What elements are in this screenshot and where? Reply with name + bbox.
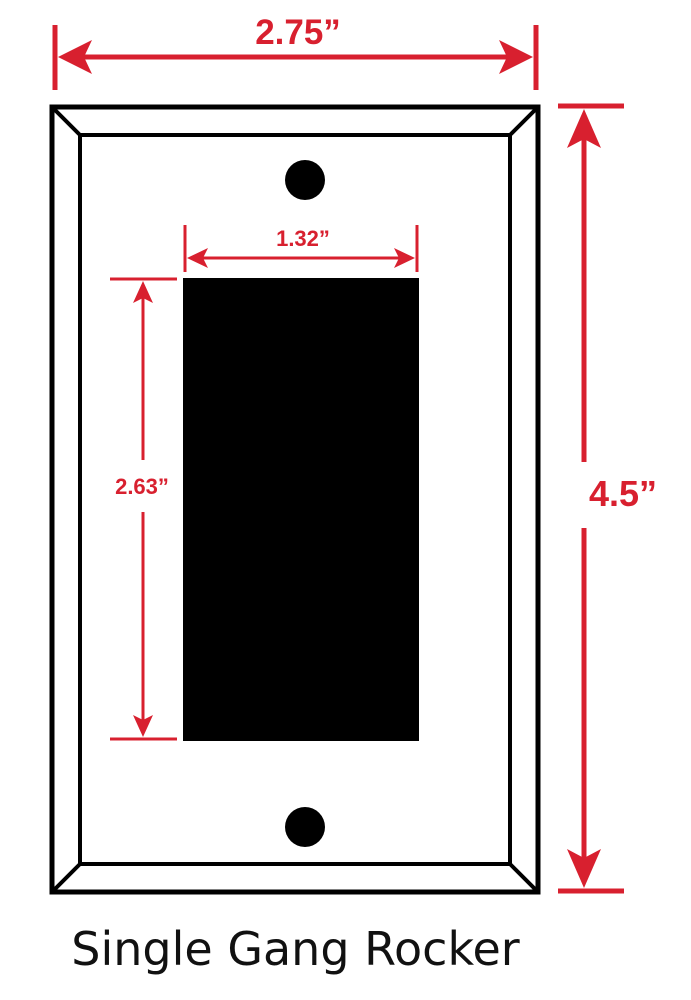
bevel-corner-br: [508, 862, 540, 894]
plate-width-label: 2.75”: [255, 13, 341, 52]
opening-height-arrow-bottom: [133, 715, 153, 737]
bevel-corner-tl: [50, 105, 82, 137]
bevel-corner-bl: [50, 862, 82, 894]
bevel-corner-tr: [508, 105, 540, 137]
plate-width-arrow-right: [499, 40, 533, 74]
plate-height-dimension: [558, 103, 624, 894]
opening-height-label: 2.63”: [115, 474, 169, 499]
plate-bevel-inner: [78, 133, 512, 866]
opening-height-arrow-top: [133, 281, 153, 303]
plate-height-arrow-bottom: [567, 849, 601, 888]
plate-width-arrow-left: [58, 40, 92, 74]
rocker-opening: [183, 278, 419, 741]
opening-width-arrow-left: [187, 248, 208, 268]
plate-width-dimension: [52, 25, 539, 90]
plate-height-label: 4.5”: [589, 473, 657, 514]
screw-hole-top: [285, 160, 325, 200]
opening-width-label: 1.32”: [276, 226, 330, 251]
opening-width-dimension: [183, 225, 419, 272]
caption-title: Single Gang Rocker: [71, 922, 520, 976]
screw-hole-bottom: [285, 807, 325, 847]
plate-height-arrow-top: [567, 109, 601, 148]
opening-width-arrow-right: [394, 248, 415, 268]
opening-height-dimension: [110, 277, 177, 741]
